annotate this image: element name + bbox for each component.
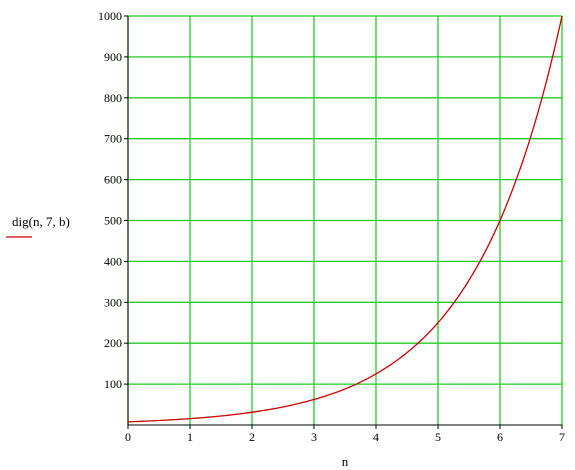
x-axis-title: n (342, 454, 349, 469)
y-tick-label: 800 (104, 91, 122, 105)
y-tick-label: 700 (104, 132, 122, 146)
x-tick-label: 1 (187, 430, 193, 444)
x-tick-labels: 0 1 2 3 4 5 6 7 (125, 430, 565, 444)
axes (124, 15, 563, 429)
x-tick-label: 0 (125, 430, 131, 444)
x-tick-label: 4 (373, 430, 379, 444)
y-tick-label: 100 (104, 377, 122, 391)
series-line (127, 15, 563, 423)
series-lines (127, 15, 563, 423)
y-tick-label: 900 (104, 50, 122, 64)
legend-label: dig(n, 7, b) (12, 214, 70, 229)
y-tick-label: 600 (104, 173, 122, 187)
y-tick-label: 200 (104, 336, 122, 350)
x-tick-label: 2 (249, 430, 255, 444)
y-tick-label: 300 (104, 295, 122, 309)
y-tick-labels: 100 200 300 400 500 600 700 800 900 1000 (98, 9, 122, 391)
x-tick-label: 7 (559, 430, 565, 444)
x-tick-label: 6 (497, 430, 503, 444)
x-tick-label: 5 (435, 430, 441, 444)
y-tick-label: 500 (104, 214, 122, 228)
grid (127, 15, 563, 425)
y-tick-label: 400 (104, 254, 122, 268)
y-tick-label: 1000 (98, 9, 122, 23)
x-tick-label: 3 (311, 430, 317, 444)
